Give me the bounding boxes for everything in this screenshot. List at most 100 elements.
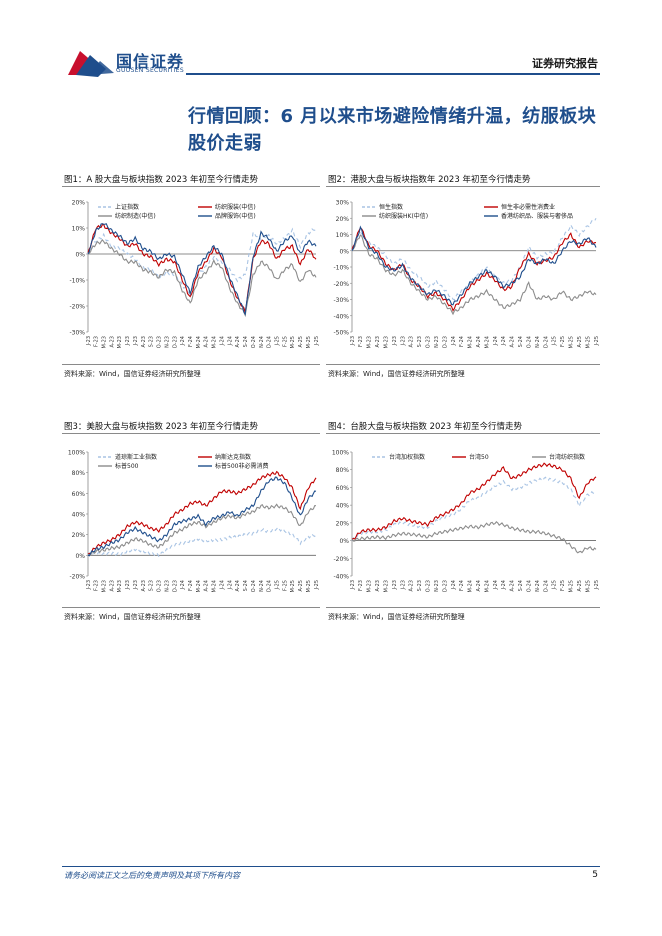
x-tick-label: A-24	[510, 336, 516, 347]
legend-label: 纺织服装HK(中信)	[379, 212, 428, 220]
x-tick-label: J-23	[133, 336, 139, 346]
footer-disclaimer: 请务必阅读正文之后的免责声明及其项下所有内容	[64, 871, 240, 880]
x-tick-label: N-23	[164, 580, 170, 592]
y-tick-label: 10%	[336, 232, 350, 239]
legend-label: 台湾加权指数	[389, 453, 425, 461]
x-tick-label: J-24	[180, 580, 186, 590]
x-tick-label: M-25	[306, 580, 312, 592]
brand-name-en: GUOSEN SECURITIES	[116, 67, 185, 74]
x-tick-label: J-23	[400, 580, 406, 590]
y-tick-label: 0%	[75, 252, 85, 259]
x-tick-label: J-24	[501, 336, 507, 346]
x-tick-label: J-25	[314, 580, 320, 590]
x-tick-label: M-25	[569, 580, 575, 592]
x-tick-label: J-23	[86, 580, 92, 590]
x-tick-label: D-24	[267, 336, 273, 348]
y-tick-label: 0%	[75, 553, 85, 560]
x-tick-label: D-23	[172, 580, 178, 592]
y-tick-label: -30%	[333, 297, 349, 304]
x-tick-label: A-24	[235, 580, 241, 591]
series-line-2	[87, 503, 316, 557]
series-line-2	[87, 238, 317, 318]
y-tick-label: 60%	[336, 485, 350, 492]
x-tick-label: M-25	[290, 336, 296, 348]
x-tick-label: J-23	[392, 580, 398, 590]
x-tick-label: J-25	[274, 336, 280, 346]
x-tick-label: M-24	[196, 580, 202, 592]
figure-3-top-rule	[62, 433, 320, 434]
x-tick-label: S-24	[518, 336, 524, 347]
figure-3-source: 资料来源：Wind，国信证券经济研究所整理	[64, 613, 201, 621]
figure-3-bottom-rule	[62, 607, 320, 608]
x-tick-label: A-24	[476, 580, 482, 591]
x-tick-label: J-24	[493, 580, 499, 590]
y-tick-label: 30%	[336, 200, 350, 207]
x-tick-label: A-25	[577, 336, 583, 347]
y-tick-label: 100%	[332, 450, 349, 457]
footer-divider	[62, 866, 600, 867]
x-tick-label: M-25	[585, 580, 591, 592]
legend-label: 上证指数	[115, 203, 139, 211]
x-tick-label: M-23	[102, 580, 108, 592]
series-line-3	[351, 225, 597, 306]
legend-label: 恒生非必需性消费业	[501, 203, 555, 211]
x-tick-label: A-23	[109, 336, 115, 347]
x-tick-label: J-23	[400, 336, 406, 346]
brand-name: 国信证券	[116, 52, 185, 71]
legend-label: 纺织服装(中信)	[215, 203, 256, 211]
x-tick-label: M-25	[290, 580, 296, 592]
x-tick-label: N-23	[164, 336, 170, 348]
figure-2-top-rule	[326, 186, 600, 187]
x-tick-label: F-24	[459, 580, 465, 591]
x-tick-label: F-25	[560, 580, 566, 591]
x-tick-label: A-25	[298, 336, 304, 347]
figure-3-chart: 100%80%60%40%20%0%-20%J-23 F-23 M-23 A-23 M-…	[68, 450, 320, 593]
figure-4-top-rule	[326, 433, 600, 434]
legend-label: 标普500非必需消费	[215, 462, 268, 470]
y-tick-label: -40%	[333, 313, 349, 320]
y-tick-label: -20%	[333, 556, 349, 563]
x-tick-label: O-24	[251, 580, 257, 592]
x-tick-label: O-24	[251, 336, 257, 348]
x-tick-label: A-23	[409, 336, 415, 347]
y-tick-label: -30%	[69, 330, 85, 337]
x-tick-label: J-25	[552, 580, 558, 590]
figure-4-chart: 100%80%60%40%20%0%-20%-40%J-23 F-23 M-23 A-…	[332, 450, 600, 593]
figure-1-source: 资料来源：Wind，国信证券经济研究所整理	[64, 370, 201, 378]
page-number: 5	[592, 870, 598, 880]
legend-label: 恒生指数	[379, 203, 403, 211]
x-tick-label: J-23	[392, 336, 398, 346]
section-title: 行情回顾：6 月以来市场避险情绪升温，纺服板块股价走弱	[188, 106, 597, 154]
x-tick-label: F-25	[282, 336, 288, 347]
x-tick-label: J-25	[594, 580, 600, 590]
x-tick-label: O-23	[426, 336, 432, 348]
x-tick-label: N-24	[535, 336, 541, 348]
y-tick-label: 0%	[339, 538, 349, 545]
x-tick-label: J-24	[219, 336, 225, 346]
x-tick-label: M-25	[569, 336, 575, 348]
series-line-2	[351, 234, 597, 316]
x-tick-label: S-23	[149, 580, 155, 591]
x-tick-label: D-23	[442, 580, 448, 592]
x-tick-label: A-24	[476, 336, 482, 347]
x-tick-label: A-23	[141, 580, 147, 591]
x-tick-label: S-23	[417, 336, 423, 347]
x-tick-label: M-24	[212, 580, 218, 592]
x-tick-label: F-23	[94, 336, 100, 347]
y-tick-label: 20%	[72, 200, 86, 207]
x-tick-label: A-23	[375, 580, 381, 591]
y-tick-label: 20%	[336, 216, 350, 223]
x-tick-label: O-23	[157, 580, 163, 592]
y-tick-label: 0%	[339, 248, 349, 255]
x-tick-label: F-23	[358, 336, 364, 347]
x-tick-label: A-23	[109, 580, 115, 591]
x-tick-label: F-23	[358, 580, 364, 591]
x-tick-label: J-25	[314, 336, 320, 346]
figure-2-chart: 30%20%10%0%-10%-20%-30%-40%-50%J-23 F-23 M…	[333, 200, 599, 349]
figure-2-source: 资料来源：Wind，国信证券经济研究所整理	[328, 370, 465, 378]
x-tick-label: M-23	[102, 336, 108, 348]
x-tick-label: M-24	[484, 580, 490, 592]
x-tick-label: S-24	[243, 580, 249, 591]
y-tick-label: -40%	[333, 574, 349, 581]
x-tick-label: A-24	[204, 580, 210, 591]
